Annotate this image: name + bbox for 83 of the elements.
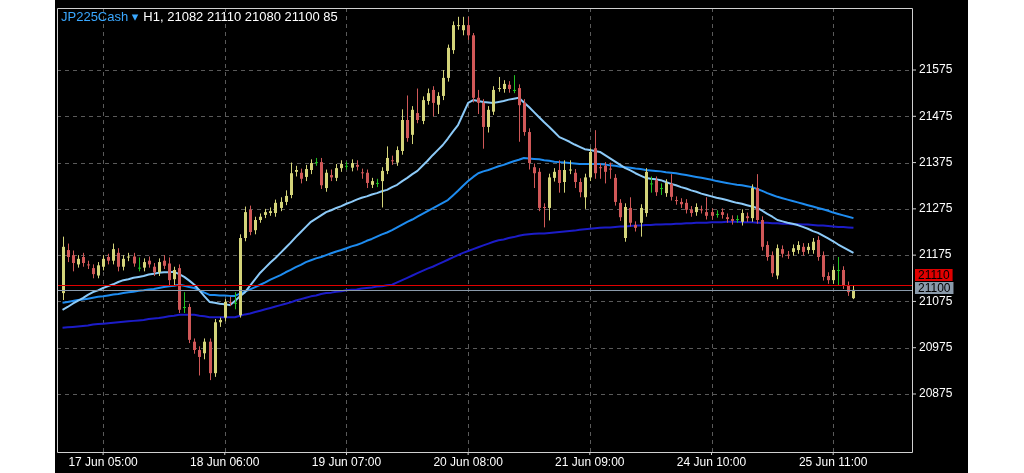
candlestick xyxy=(477,89,480,115)
candlestick xyxy=(224,298,227,322)
candlestick xyxy=(599,163,602,180)
candlestick xyxy=(492,85,495,116)
candlestick xyxy=(249,205,252,236)
candlestick xyxy=(655,175,658,197)
x-tick-label: 25 Jun 11:00 xyxy=(798,455,868,470)
x-tick-label: 21 Jun 09:00 xyxy=(555,455,625,470)
candlestick xyxy=(563,159,566,194)
candlestick xyxy=(67,243,70,263)
candlestick xyxy=(290,162,293,199)
ref-line-label: 21100 xyxy=(918,280,951,295)
ref-line-label: 21110 xyxy=(918,267,950,282)
candlestick xyxy=(320,157,323,190)
candlestick xyxy=(771,250,774,278)
candlestick xyxy=(558,159,561,194)
candlestick xyxy=(183,291,186,314)
candlestick xyxy=(584,173,587,210)
candlestick xyxy=(518,83,521,143)
candlestick xyxy=(513,74,516,94)
candlestick xyxy=(442,69,445,101)
y-tick-label: 20975 xyxy=(919,340,953,355)
candlestick xyxy=(112,243,115,265)
x-tick-label: 19 Jun 07:00 xyxy=(311,455,382,470)
candlestick xyxy=(660,182,663,196)
candlestick xyxy=(670,173,673,202)
candlestick xyxy=(72,250,75,272)
candlestick xyxy=(543,202,546,228)
candlestick xyxy=(569,159,572,175)
candlestick xyxy=(837,256,840,286)
y-tick-label: 21475 xyxy=(919,108,953,123)
candlestick xyxy=(173,266,176,286)
candlestick xyxy=(822,250,825,282)
candlestick xyxy=(406,94,409,143)
x-tick-label: 24 Jun 10:00 xyxy=(676,455,747,470)
candlestick xyxy=(386,145,389,175)
y-tick-label: 21575 xyxy=(919,62,953,77)
candlestick xyxy=(498,76,501,93)
chart-subtitle: H1, 21082 21110 21080 21100 85 xyxy=(143,9,338,25)
candlestick xyxy=(198,345,201,376)
candlestick xyxy=(766,240,769,262)
candlestick xyxy=(533,163,536,189)
candlestick xyxy=(487,105,490,133)
candlestick xyxy=(422,95,425,125)
x-tick-label: 17 Jun 05:00 xyxy=(68,455,139,470)
candlestick xyxy=(138,256,141,272)
candlestick xyxy=(817,235,820,262)
candlestick xyxy=(675,195,678,206)
candlestick xyxy=(325,169,328,193)
candlestick xyxy=(609,162,612,180)
candlestick xyxy=(467,16,470,41)
candlestick xyxy=(716,209,719,219)
candlestick xyxy=(168,256,171,286)
candlestick xyxy=(396,145,399,167)
candlestick xyxy=(579,177,582,198)
candlestick xyxy=(462,16,465,36)
y-tick-label: 21075 xyxy=(919,293,953,308)
x-tick-label: 18 Jun 06:00 xyxy=(190,455,260,470)
candlestick xyxy=(432,85,435,117)
candlestick xyxy=(574,168,577,189)
candlestick xyxy=(416,88,419,124)
chart-title: JP225Cash ▾ xyxy=(61,9,139,25)
y-tick-label: 21275 xyxy=(919,201,953,216)
candlestick xyxy=(842,265,845,290)
candlestick xyxy=(203,337,206,360)
y-tick-label: 21375 xyxy=(919,154,953,169)
candlestick xyxy=(640,203,643,238)
candlestick xyxy=(361,168,364,180)
candlestick xyxy=(457,16,460,31)
candlestick xyxy=(117,247,120,272)
candlestick xyxy=(366,169,369,189)
candlestick xyxy=(604,161,607,184)
candlestick xyxy=(381,166,384,208)
candlestick xyxy=(619,198,622,222)
candlestick xyxy=(650,175,653,194)
candlestick xyxy=(736,214,739,224)
y-tick-label: 20875 xyxy=(919,386,953,401)
candlestick xyxy=(437,91,440,115)
candlestick xyxy=(629,196,632,227)
candlestick xyxy=(234,291,237,310)
x-tick-label: 20 Jun 08:00 xyxy=(433,455,504,470)
y-tick-label: 21175 xyxy=(919,247,952,262)
candlestick xyxy=(705,196,708,221)
